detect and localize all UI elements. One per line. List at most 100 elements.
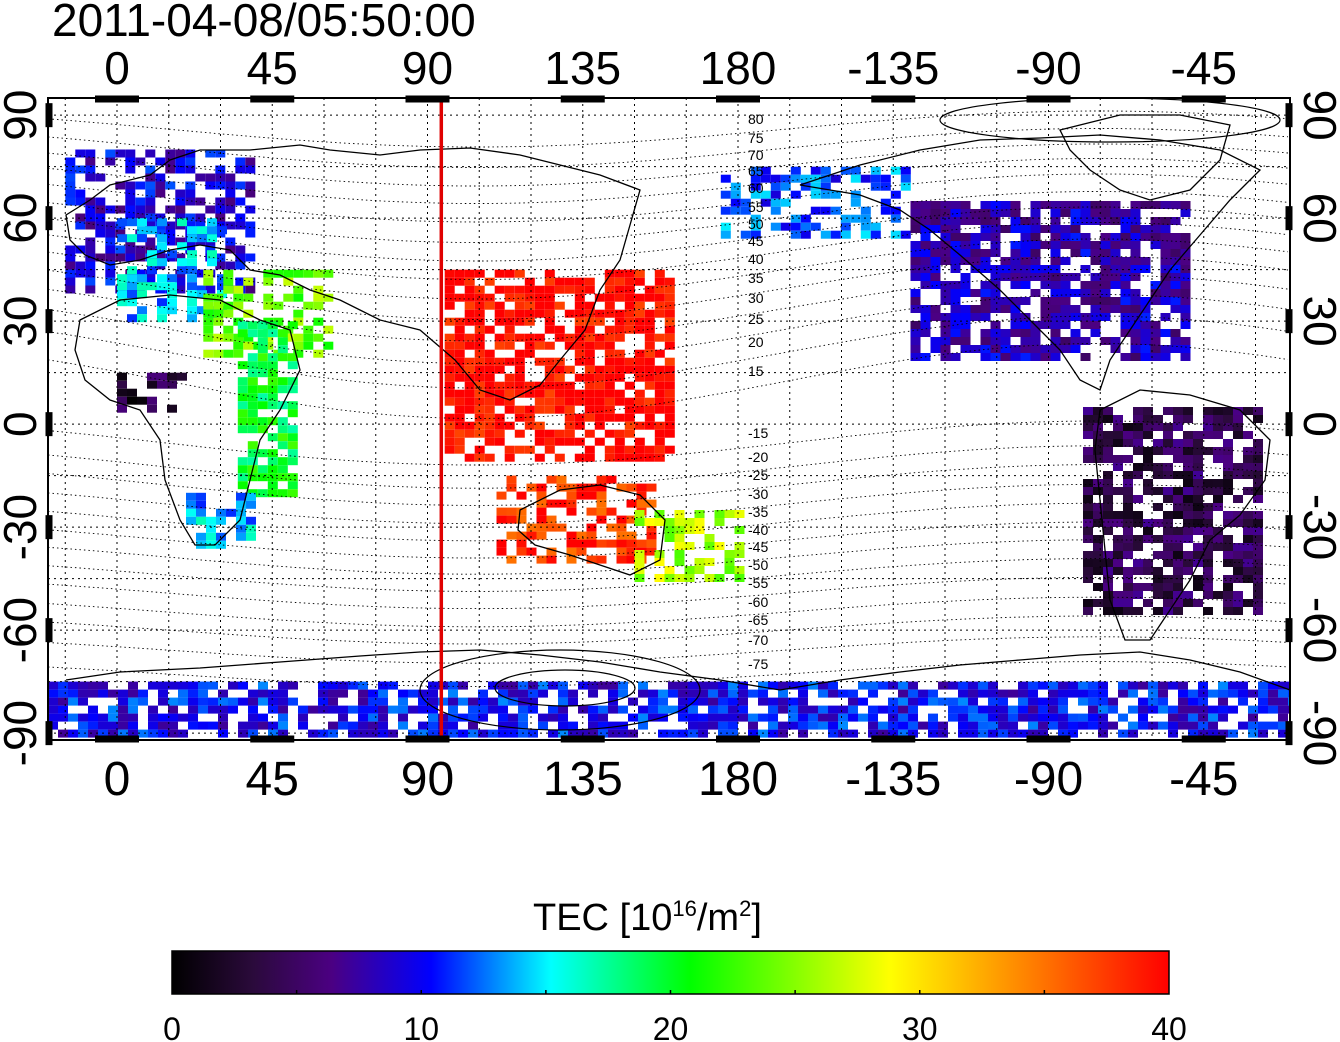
tec-cell bbox=[688, 689, 698, 698]
tec-cell bbox=[378, 697, 388, 706]
tec-cell bbox=[1213, 407, 1223, 415]
tec-cell bbox=[1233, 415, 1243, 423]
tec-cell bbox=[188, 705, 198, 714]
tec-cell bbox=[95, 253, 106, 262]
tec-cell bbox=[810, 174, 821, 183]
tec-cell bbox=[614, 293, 625, 302]
tec-cell bbox=[1218, 713, 1228, 722]
tec-cell bbox=[506, 531, 517, 540]
tec-cell bbox=[1183, 447, 1193, 455]
tec-cell bbox=[554, 429, 565, 438]
tec-cell bbox=[1130, 241, 1141, 249]
tec-cell bbox=[293, 269, 304, 278]
tec-cell bbox=[1108, 705, 1118, 714]
tec-cell bbox=[1088, 697, 1098, 706]
tec-cell bbox=[128, 689, 138, 698]
tec-cell bbox=[1173, 583, 1183, 591]
tec-cell bbox=[758, 697, 768, 706]
tec-cell bbox=[225, 205, 236, 214]
tec-cell bbox=[1110, 345, 1121, 353]
tec-cell bbox=[185, 157, 196, 166]
tec-cell bbox=[1113, 543, 1123, 551]
tec-cell bbox=[187, 258, 197, 267]
tec-cell bbox=[614, 285, 625, 294]
tec-cell bbox=[704, 558, 715, 566]
tec-cell bbox=[1130, 209, 1141, 217]
tec-cell bbox=[1203, 543, 1213, 551]
tec-cell bbox=[920, 273, 931, 281]
tec-cell bbox=[604, 293, 615, 302]
tec-cell bbox=[950, 249, 961, 257]
tec-cell bbox=[444, 349, 455, 358]
tec-cell bbox=[454, 349, 465, 358]
tec-cell bbox=[235, 213, 246, 222]
tec-cell bbox=[128, 713, 138, 722]
tec-cell bbox=[418, 729, 428, 738]
tec-cell bbox=[1163, 407, 1173, 415]
tec-cell bbox=[1120, 233, 1131, 241]
tec-cell bbox=[1228, 681, 1238, 690]
tec-cell bbox=[218, 705, 228, 714]
tec-cell bbox=[1010, 209, 1021, 217]
tec-cell bbox=[233, 341, 244, 350]
tec-cell bbox=[1243, 511, 1253, 519]
tec-cell bbox=[484, 357, 495, 366]
tec-cell bbox=[464, 453, 475, 462]
tec-cell bbox=[740, 230, 751, 239]
tec-cell bbox=[1193, 599, 1203, 607]
tec-cell bbox=[1228, 729, 1238, 738]
tec-cell bbox=[694, 558, 705, 566]
tec-cell bbox=[604, 301, 615, 310]
tec-cell bbox=[594, 421, 605, 430]
tec-cell bbox=[225, 221, 236, 230]
tec-cell bbox=[1080, 201, 1091, 209]
tec-cell bbox=[644, 381, 655, 390]
tec-cell bbox=[248, 713, 258, 722]
tec-cell bbox=[634, 277, 645, 286]
tec-cell bbox=[216, 516, 226, 525]
tec-cell bbox=[1040, 241, 1051, 249]
tec-cell bbox=[1110, 209, 1121, 217]
tec-cell bbox=[940, 321, 951, 329]
tec-cell bbox=[258, 697, 268, 706]
tec-cell bbox=[568, 721, 578, 730]
tec-cell bbox=[800, 230, 811, 239]
tec-cell bbox=[1060, 337, 1071, 345]
tec-cell bbox=[1253, 559, 1263, 567]
tec-cell bbox=[770, 182, 781, 191]
tec-cell bbox=[368, 689, 378, 698]
x-tick-bottom: 180 bbox=[698, 753, 778, 806]
contour-labels-south: -15-20-25-30-35-40-45-50-55-60-65-70-75 bbox=[748, 425, 768, 672]
tec-cell bbox=[418, 697, 428, 706]
tec-cell bbox=[1070, 289, 1081, 297]
tec-cell bbox=[1153, 551, 1163, 559]
tec-cell bbox=[496, 539, 507, 548]
tec-cell bbox=[168, 705, 178, 714]
tec-cell bbox=[368, 705, 378, 714]
tec-cell bbox=[664, 285, 675, 294]
tec-cell bbox=[594, 405, 605, 414]
tec-cell bbox=[594, 341, 605, 350]
tec-cell bbox=[1120, 265, 1131, 273]
tec-cell bbox=[1120, 353, 1131, 361]
tec-cell bbox=[494, 389, 505, 398]
tec-cell bbox=[614, 325, 625, 334]
tec-cell bbox=[654, 397, 665, 406]
tec-cell bbox=[526, 531, 537, 540]
tec-cell bbox=[678, 681, 688, 690]
tec-cell bbox=[117, 282, 127, 291]
tec-cell bbox=[584, 397, 595, 406]
tec-cell bbox=[1098, 689, 1108, 698]
tec-cell bbox=[724, 550, 735, 558]
tec-cell bbox=[798, 689, 808, 698]
tec-cell bbox=[293, 341, 304, 350]
tec-cell bbox=[1233, 495, 1243, 503]
tec-cell bbox=[1088, 689, 1098, 698]
tec-cell bbox=[1148, 721, 1158, 730]
tec-cell bbox=[1020, 233, 1031, 241]
tec-cell bbox=[454, 445, 465, 454]
tec-cell bbox=[980, 329, 991, 337]
tec-cell bbox=[1080, 297, 1091, 305]
tec-cell bbox=[724, 558, 735, 566]
coastline-north-america bbox=[799, 134, 1262, 391]
